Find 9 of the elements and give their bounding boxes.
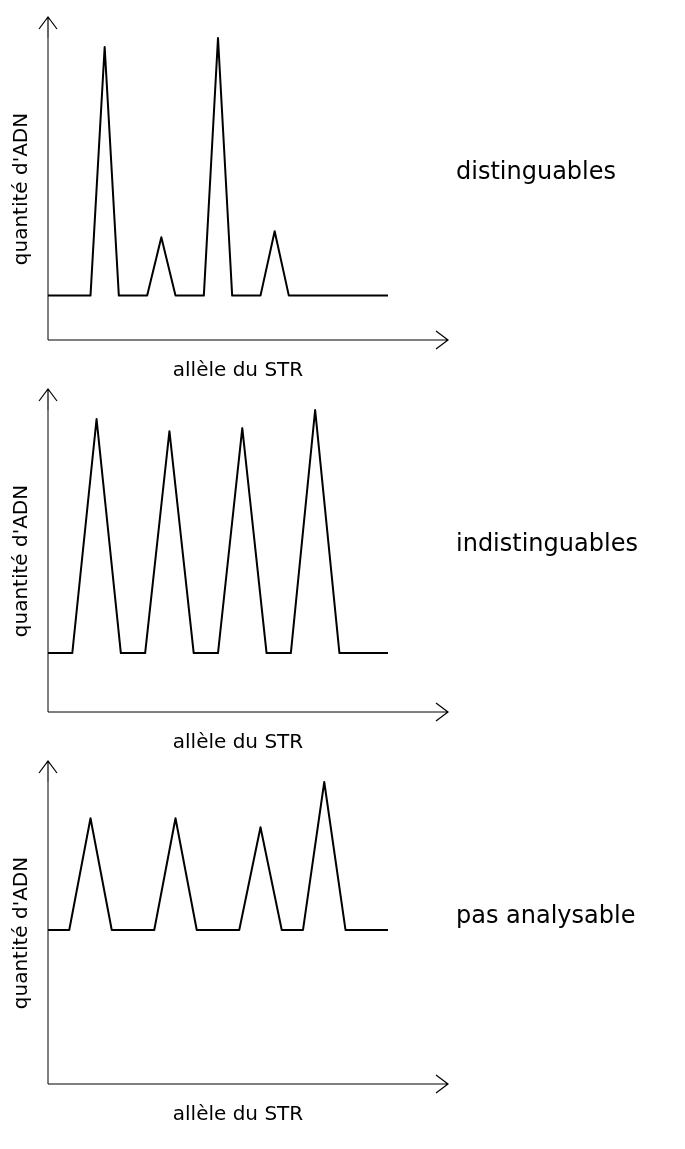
x-axis-title: allèle du STR — [172, 729, 304, 753]
y-axis-title: quantité d'ADN — [8, 112, 33, 266]
text: distinguables — [456, 156, 617, 185]
y-axis-title: quantité d'ADN — [8, 484, 33, 638]
text: pas analysable — [456, 900, 636, 929]
x-axis-title: allèle du STR — [172, 357, 304, 381]
x-axis-title: allèle du STR — [172, 1101, 304, 1125]
text: indistinguables — [456, 528, 638, 557]
y-axis-title: quantité d'ADN — [8, 856, 33, 1010]
